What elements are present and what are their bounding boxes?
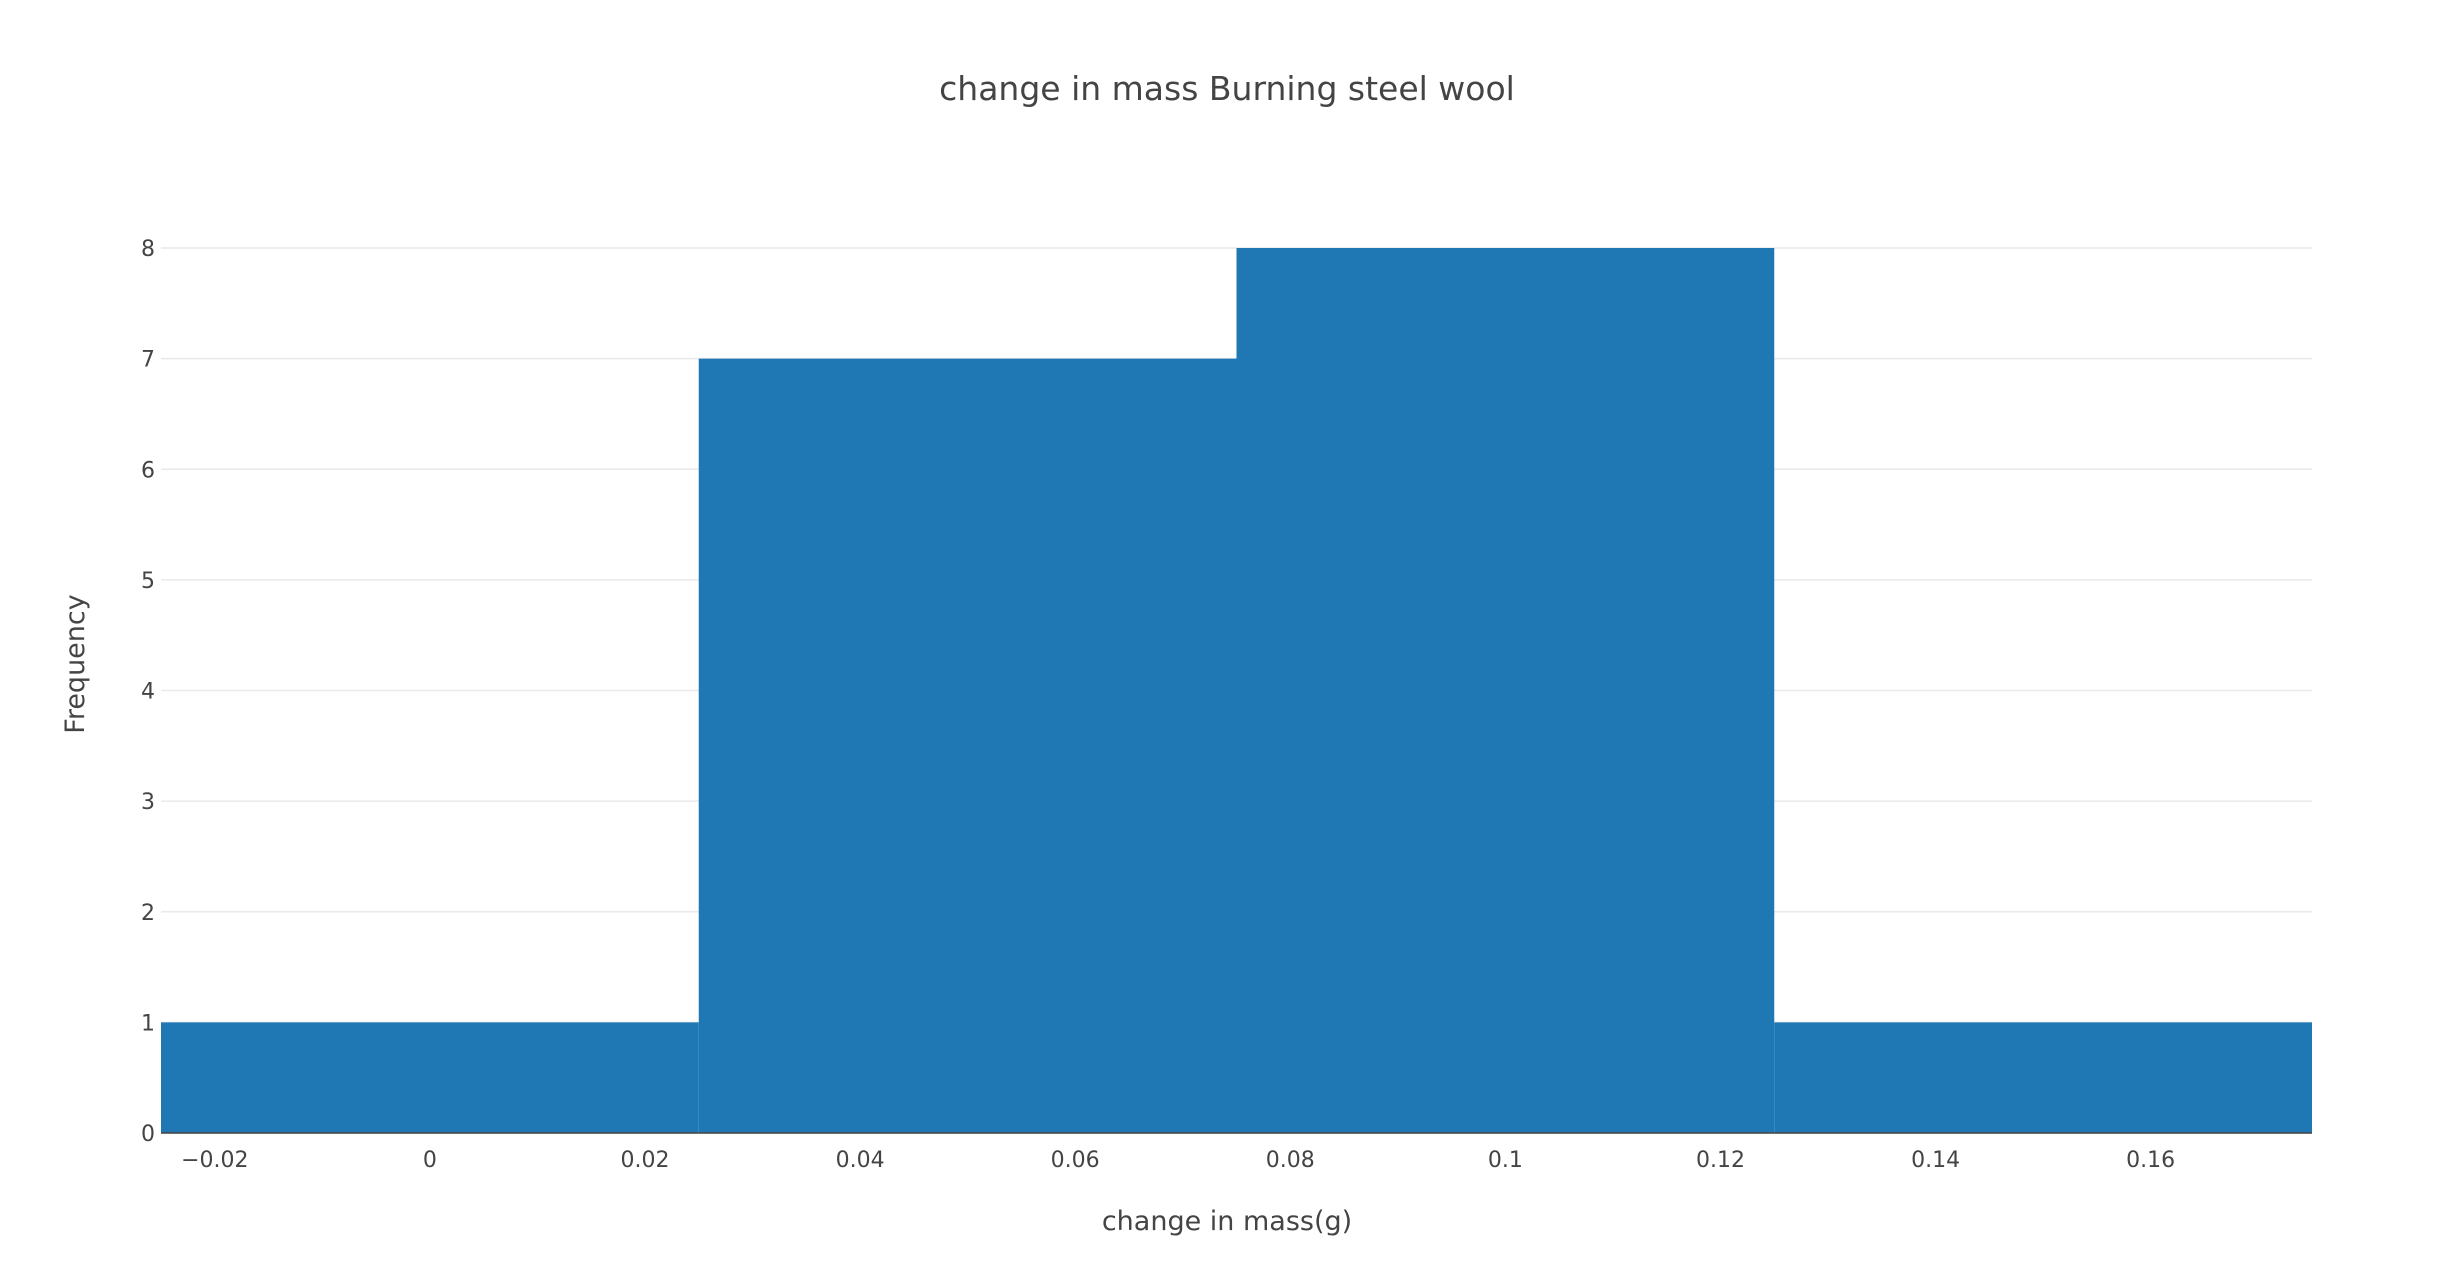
y-tick-label: 6 bbox=[141, 458, 155, 483]
x-axis-ticks: −0.02 0 0.02 0.04 0.06 0.08 0.1 0.12 0.14 0.16 bbox=[181, 1148, 2175, 1173]
x-axis-title: change in mass(g) bbox=[1102, 1206, 1352, 1237]
y-tick-label: 1 bbox=[141, 1011, 155, 1036]
histogram-bar-1 bbox=[698, 358, 1237, 1133]
chart-title: change in mass Burning steel wool bbox=[939, 69, 1515, 108]
x-tick-label: 0.1 bbox=[1488, 1148, 1523, 1173]
y-tick-label: 0 bbox=[141, 1122, 155, 1147]
y-axis-ticks: 0 1 2 3 4 5 6 7 8 bbox=[141, 237, 155, 1147]
histogram-bar-2 bbox=[1236, 248, 1775, 1133]
x-tick-label: 0 bbox=[423, 1148, 437, 1173]
x-tick-label: 0.14 bbox=[1911, 1148, 1960, 1173]
y-tick-label: 8 bbox=[141, 237, 155, 262]
x-tick-label: 0.16 bbox=[2126, 1148, 2175, 1173]
y-tick-label: 4 bbox=[141, 680, 155, 705]
histogram-bars bbox=[161, 248, 2312, 1133]
x-tick-label: 0.04 bbox=[836, 1148, 885, 1173]
x-tick-label: 0.02 bbox=[620, 1148, 669, 1173]
histogram-bar-3 bbox=[1774, 1022, 2312, 1133]
x-tick-label: 0.08 bbox=[1266, 1148, 1315, 1173]
x-tick-label: −0.02 bbox=[181, 1148, 248, 1173]
y-tick-label: 3 bbox=[141, 790, 155, 815]
y-tick-label: 5 bbox=[141, 569, 155, 594]
x-tick-label: 0.06 bbox=[1051, 1148, 1100, 1173]
y-tick-label: 2 bbox=[141, 901, 155, 926]
y-tick-label: 7 bbox=[141, 348, 155, 373]
y-axis-title: Frequency bbox=[60, 594, 91, 734]
histogram-bar-0 bbox=[161, 1022, 699, 1133]
x-tick-label: 0.12 bbox=[1696, 1148, 1745, 1173]
